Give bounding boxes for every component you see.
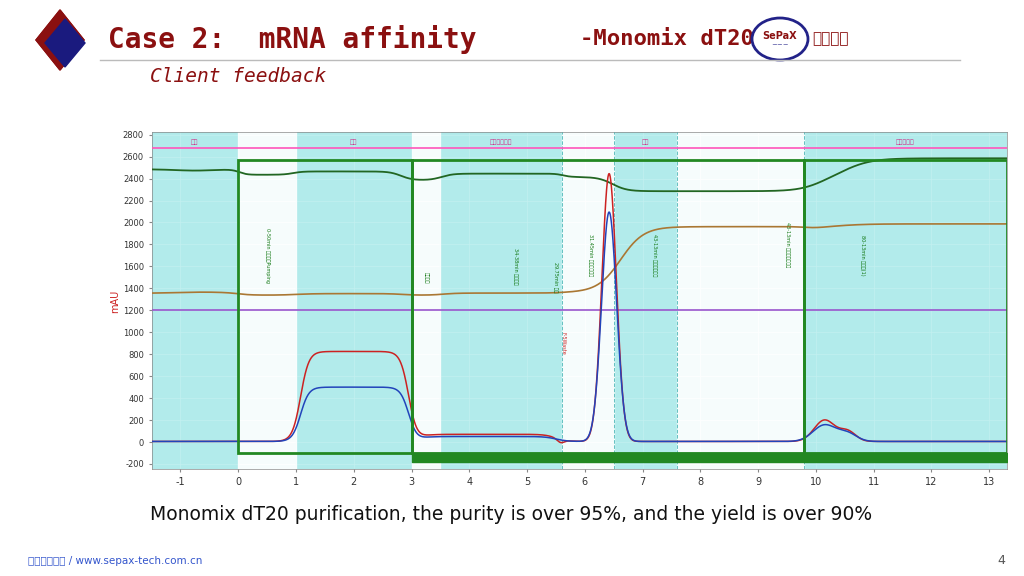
Text: Monomix dT20 purification, the purity is over 95%, and the yield is over 90%: Monomix dT20 purification, the purity is… bbox=[150, 505, 872, 524]
Text: 80-13min 洗脱中(1): 80-13min 洗脱中(1) bbox=[860, 235, 864, 276]
Text: 手机上样: 手机上样 bbox=[424, 272, 428, 283]
Bar bbox=[152, 132, 239, 469]
Polygon shape bbox=[36, 10, 84, 70]
Bar bbox=[239, 132, 296, 469]
Text: 43-13min 洗脱收集结束水: 43-13min 洗脱收集结束水 bbox=[784, 222, 790, 267]
Text: 赛分科技机密 / www.sepax-tech.com.cn: 赛分科技机密 / www.sepax-tech.com.cn bbox=[28, 556, 203, 566]
Text: 平衡: 平衡 bbox=[191, 139, 199, 145]
Bar bbox=[296, 132, 412, 469]
Bar bbox=[613, 132, 677, 469]
Bar bbox=[239, 160, 412, 453]
Text: -Monomix dT20: -Monomix dT20 bbox=[580, 29, 754, 49]
Text: Client feedback: Client feedback bbox=[150, 66, 327, 85]
Bar bbox=[677, 132, 805, 469]
Bar bbox=[440, 132, 562, 469]
Y-axis label: mAU: mAU bbox=[110, 289, 120, 313]
Text: 43-13min 洗脱收集结束: 43-13min 洗脱收集结束 bbox=[651, 234, 656, 276]
Text: 29.75min 洗脱: 29.75min 洗脱 bbox=[553, 262, 558, 293]
Bar bbox=[412, 160, 805, 453]
Polygon shape bbox=[36, 10, 84, 70]
Text: 洗脪: 洗脪 bbox=[642, 139, 649, 145]
Polygon shape bbox=[45, 19, 85, 67]
Text: SePaX: SePaX bbox=[763, 31, 798, 41]
Text: F-5Waste: F-5Waste bbox=[560, 332, 565, 355]
Bar bbox=[562, 132, 613, 469]
Text: 31.45min 洗脱收集开始: 31.45min 洗脱收集开始 bbox=[588, 234, 593, 276]
Text: ~~~: ~~~ bbox=[771, 42, 788, 48]
Text: 0-50min 上样收集Pumping: 0-50min 上样收集Pumping bbox=[264, 228, 269, 283]
Text: 手机杂质洗涤: 手机杂质洗涤 bbox=[489, 139, 512, 145]
Bar bbox=[805, 132, 1007, 469]
Text: 4: 4 bbox=[997, 555, 1005, 567]
Bar bbox=[805, 160, 1007, 453]
Text: Case 2:  mRNA affinity: Case 2: mRNA affinity bbox=[108, 25, 476, 54]
Text: 赛分科技: 赛分科技 bbox=[812, 32, 849, 47]
Text: 再生和储存: 再生和储存 bbox=[896, 139, 914, 145]
Bar bbox=[412, 132, 440, 469]
Text: 34-38min 洗脱收集: 34-38min 洗脱收集 bbox=[513, 248, 518, 285]
Text: 上样: 上样 bbox=[350, 139, 357, 145]
